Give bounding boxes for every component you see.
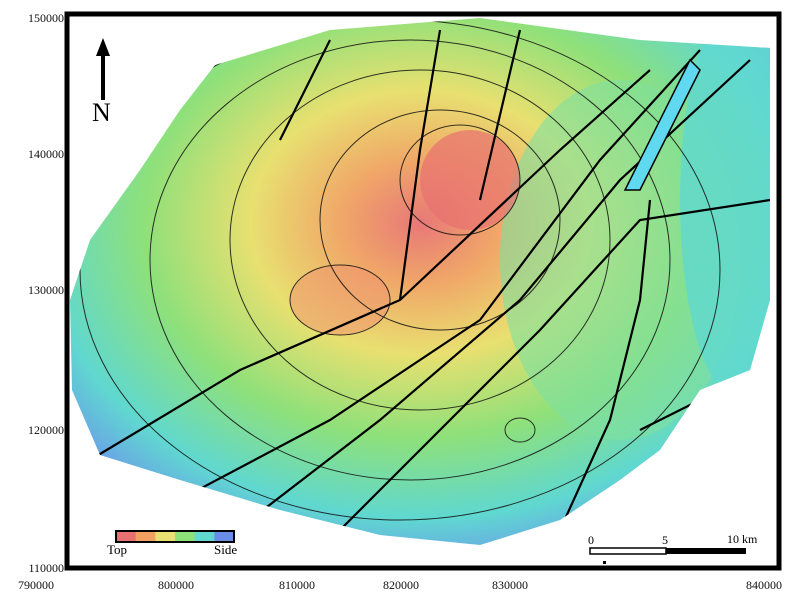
x-tick-label: 800000 [158,578,194,592]
y-tick-label: 120000 [28,423,64,437]
legend-color-swatch [194,531,215,542]
scale-label-0: 0 [588,533,594,547]
north-arrow-icon [96,38,110,100]
fault-lines [89,29,770,541]
x-tick-label: 810000 [279,578,315,592]
legend-high-label: Side [214,542,238,557]
legend-border [115,530,235,543]
y-tick-label: 140000 [28,147,64,161]
scale-label-5: 5 [662,533,668,547]
x-tick-label: 830000 [492,578,528,592]
scale-label-10: 10 km [727,532,758,546]
legend-color-swatch [175,531,196,542]
legend-color-swatch [116,531,137,542]
y-tick-label: 130000 [28,283,64,297]
legend-color-swatch [155,531,176,542]
x-tick-label: 790000 [18,578,54,592]
scale-bar [589,547,746,564]
legend-low-label: Top [107,542,128,557]
north-label: N [92,98,111,127]
y-tick-label: 150000 [28,11,64,25]
legend-color-swatch [214,531,235,542]
x-tick-label: 820000 [383,578,419,592]
legend-colorbar [115,530,235,543]
y-tick-label: 110000 [28,561,64,575]
x-tick-label: 840000 [746,578,782,592]
surface-fill [70,18,770,545]
map-frame [64,11,782,571]
legend-color-swatch [135,531,156,542]
